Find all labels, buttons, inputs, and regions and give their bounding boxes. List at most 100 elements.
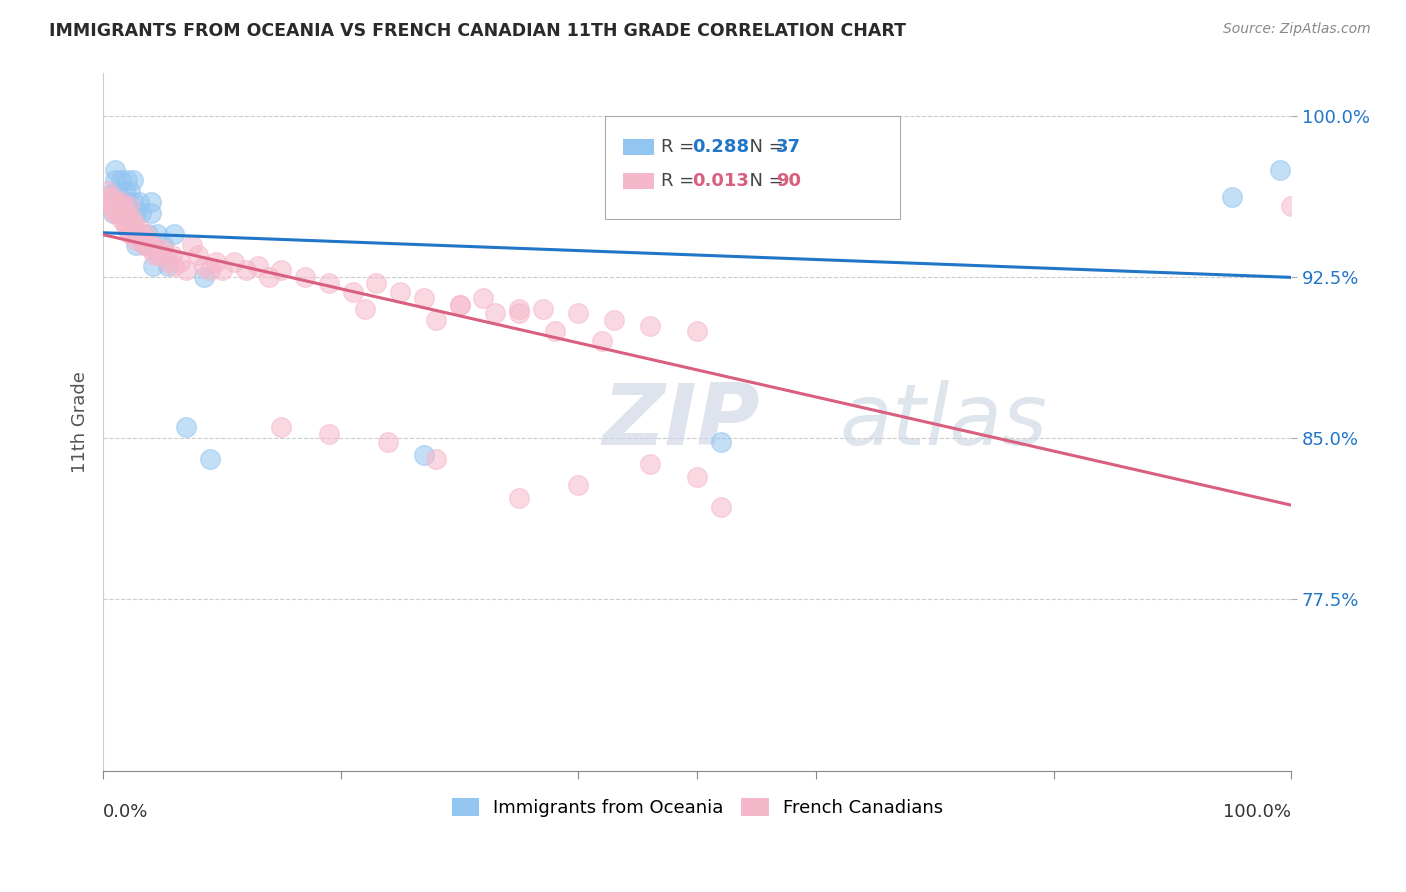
Point (136, 234, 159, 248)
Point (104, 199, 127, 213)
Point (100, 199, 122, 213)
Point (129, 234, 152, 248)
Point (136, 237, 159, 252)
Text: 0.013: 0.013 (692, 172, 748, 190)
Point (115, 205, 138, 219)
Point (104, 173, 127, 187)
Point (110, 211, 132, 226)
Point (128, 227, 150, 241)
Text: IMMIGRANTS FROM OCEANIA VS FRENCH CANADIAN 11TH GRADE CORRELATION CHART: IMMIGRANTS FROM OCEANIA VS FRENCH CANADI… (49, 22, 907, 40)
Point (198, 263, 221, 277)
Point (107, 199, 129, 213)
Point (318, 277, 340, 291)
Point (1268, 162, 1291, 177)
Point (115, 194, 138, 209)
Point (342, 285, 364, 299)
Point (389, 285, 412, 299)
Point (686, 324, 709, 338)
Text: ZIP: ZIP (602, 380, 759, 463)
Point (105, 203, 128, 218)
Point (121, 211, 143, 226)
Point (544, 324, 567, 338)
Point (603, 313, 626, 327)
Text: 0.288: 0.288 (692, 138, 749, 156)
Point (129, 227, 152, 241)
Point (117, 211, 139, 226)
Point (638, 457, 661, 471)
Point (686, 469, 709, 483)
Point (121, 216, 143, 230)
Point (508, 306, 530, 320)
Point (112, 199, 135, 213)
Point (153, 248, 176, 262)
Point (104, 162, 127, 177)
Point (134, 237, 156, 252)
Point (96, 184, 118, 198)
Point (125, 205, 148, 219)
Point (484, 306, 506, 320)
Point (591, 334, 613, 349)
Point (152, 237, 174, 252)
Point (111, 205, 134, 219)
Point (108, 205, 131, 219)
Point (139, 237, 162, 252)
Point (270, 263, 292, 277)
Text: R =: R = (661, 172, 700, 190)
Point (531, 302, 554, 317)
Point (425, 452, 447, 467)
Point (104, 194, 127, 209)
Point (413, 448, 436, 462)
Point (132, 237, 155, 252)
Point (145, 242, 167, 256)
Point (176, 420, 198, 434)
Text: 0.0%: 0.0% (103, 803, 149, 821)
Point (118, 205, 141, 219)
Point (246, 259, 269, 273)
Point (176, 263, 198, 277)
Point (125, 237, 148, 252)
Point (134, 227, 156, 241)
Point (98, 194, 121, 209)
Point (128, 194, 150, 209)
Point (121, 173, 143, 187)
Legend: Immigrants from Oceania, French Canadians: Immigrants from Oceania, French Canadian… (444, 790, 950, 824)
Text: Source: ZipAtlas.com: Source: ZipAtlas.com (1223, 22, 1371, 37)
Point (118, 220, 141, 235)
Point (181, 237, 204, 252)
Point (235, 263, 257, 277)
Point (449, 298, 471, 312)
Point (145, 227, 167, 241)
Point (115, 173, 138, 187)
Point (128, 220, 150, 235)
Text: atlas: atlas (839, 380, 1047, 463)
Point (449, 298, 471, 312)
Point (105, 205, 128, 219)
Point (98, 190, 121, 204)
Point (110, 173, 132, 187)
Point (121, 194, 143, 209)
Point (141, 242, 163, 256)
Point (193, 269, 215, 284)
Point (318, 426, 340, 441)
Point (143, 248, 166, 262)
Text: R =: R = (661, 138, 700, 156)
Point (425, 313, 447, 327)
Point (163, 227, 186, 241)
Point (157, 255, 180, 269)
Point (110, 194, 132, 209)
Point (148, 248, 170, 262)
Point (120, 184, 142, 198)
Text: N =: N = (738, 172, 790, 190)
Point (205, 255, 228, 269)
Point (508, 302, 530, 317)
Point (139, 194, 162, 209)
Point (136, 227, 159, 241)
Point (211, 263, 233, 277)
Point (193, 259, 215, 273)
Text: 100.0%: 100.0% (1223, 803, 1292, 821)
Point (139, 205, 162, 219)
Point (163, 259, 186, 273)
Point (107, 199, 129, 213)
Point (294, 269, 316, 284)
Point (112, 205, 135, 219)
